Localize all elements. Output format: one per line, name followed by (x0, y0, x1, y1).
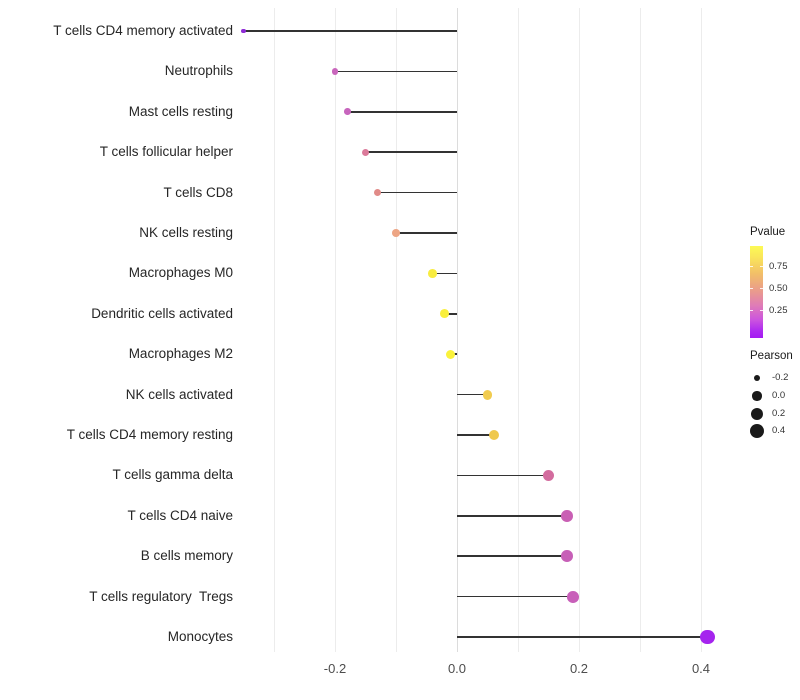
lollipop-stem (432, 272, 457, 275)
category-label: NK cells resting (139, 225, 233, 240)
size-legend-dot (750, 407, 763, 420)
lollipop-stem (444, 313, 457, 315)
lollipop-stem (457, 393, 488, 396)
lollipop-dot (440, 309, 450, 319)
x-axis-tick-label: 0.2 (569, 661, 589, 676)
lollipop-stem (457, 474, 549, 477)
colorbar-tick-mark (750, 266, 753, 267)
colorbar-tick-mark (750, 310, 753, 311)
gridline-vertical (273, 8, 275, 652)
x-axis-tick-label: 0.4 (691, 661, 711, 676)
category-label: T cells regulatory Tregs (89, 588, 233, 604)
zero-gridline (456, 8, 458, 652)
lollipop-dot (361, 148, 369, 156)
gridline-vertical (578, 8, 580, 652)
size-legend-dot (752, 391, 762, 401)
lollipop-stem (396, 232, 457, 234)
lollipop-stem (457, 434, 494, 436)
category-label: NK cells activated (125, 386, 233, 402)
lollipop-dot (542, 469, 555, 482)
colorbar-tick-mark (750, 288, 753, 289)
category-label: T cells follicular helper (99, 144, 233, 160)
size-legend-dot (749, 423, 765, 439)
size-legend-dot (753, 374, 761, 382)
colorbar-tick-label: 0.75 (769, 261, 788, 272)
lollipop-dot (392, 229, 400, 237)
category-label: Monocytes (167, 629, 233, 644)
gridline-vertical (334, 8, 336, 652)
pearson-legend-title: Pearson (750, 350, 793, 362)
size-legend-label: 0.4 (772, 425, 786, 436)
lollipop-dot (428, 269, 437, 278)
colorbar-tick-label: 0.25 (769, 305, 788, 316)
category-label: Dendritic cells activated (91, 305, 233, 321)
pvalue-legend-title: Pvalue (750, 226, 786, 238)
lollipop-dot (446, 349, 456, 359)
category-label: Neutrophils (164, 63, 233, 79)
lollipop-stem (243, 30, 457, 32)
lollipop-dot (566, 590, 579, 603)
category-label: T cells CD4 memory activated (53, 23, 233, 38)
category-label: T cells CD8 (163, 184, 233, 200)
size-legend-label: 0.0 (772, 390, 786, 401)
pvalue-colorbar (750, 246, 763, 338)
gridline-vertical (639, 8, 641, 652)
lollipop-stem (457, 636, 708, 638)
lollipop-dot (560, 550, 573, 563)
lollipop-stem (365, 151, 457, 153)
category-label: Mast cells resting (128, 103, 233, 119)
category-label: T cells CD4 memory resting (66, 427, 233, 442)
lollipop-stem (457, 595, 573, 598)
gridline-vertical (395, 8, 397, 652)
lollipop-stem (457, 555, 567, 557)
lollipop-stem (377, 191, 457, 194)
lollipop-dot (488, 429, 499, 440)
category-label: Macrophages M0 (128, 265, 233, 281)
lollipop-stem (335, 70, 457, 73)
category-label: Macrophages M2 (128, 346, 233, 362)
lollipop-dot (560, 509, 573, 522)
size-legend-label: 0.2 (772, 408, 786, 419)
category-label: T cells gamma delta (112, 467, 233, 483)
lollipop-dot (331, 68, 339, 75)
x-axis-tick-label: 0.0 (447, 661, 467, 676)
lollipop-stem (347, 111, 457, 113)
lollipop-dot (482, 389, 493, 400)
colorbar-tick-mark (760, 310, 763, 311)
size-legend-label: -0.2 (772, 372, 789, 383)
category-label: T cells CD4 naive (127, 507, 233, 523)
lollipop-dot (699, 629, 715, 645)
colorbar-tick-label: 0.50 (769, 283, 788, 294)
lollipop-stem (457, 515, 567, 517)
category-label: B cells memory (140, 548, 233, 564)
colorbar-tick-mark (760, 288, 763, 289)
lollipop-dot (241, 28, 246, 34)
lollipop-dot (343, 108, 351, 116)
gridline-vertical (517, 8, 519, 652)
x-axis-tick-label: -0.2 (323, 661, 347, 676)
colorbar-tick-mark (760, 266, 763, 267)
gridline-vertical (700, 8, 702, 652)
lollipop-dot (374, 188, 382, 197)
